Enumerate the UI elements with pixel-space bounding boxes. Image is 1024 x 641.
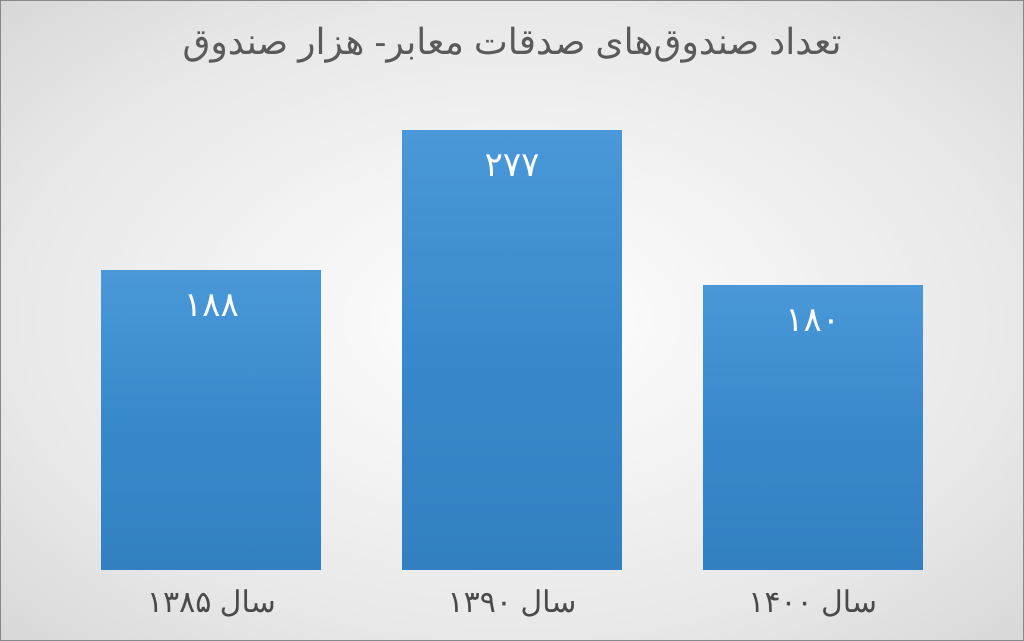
bar-0: ۱۸۸ — [101, 270, 321, 570]
bar-label-2: سال ۱۴۰۰ — [703, 585, 923, 620]
bar-value-2: ۱۸۰ — [785, 300, 840, 340]
bar-label-0: سال ۱۳۸۵ — [101, 585, 321, 620]
bar-wrapper-1: ۲۷۷ — [402, 130, 622, 570]
bar-2: ۱۸۰ — [703, 285, 923, 570]
plot-area: ۱۸۸ ۲۷۷ ۱۸۰ — [1, 73, 1023, 570]
chart-title: تعداد صندوق‌های صدقات معابر- هزار صندوق — [1, 21, 1023, 63]
bar-wrapper-2: ۱۸۰ — [703, 285, 923, 570]
bar-label-1: سال ۱۳۹۰ — [402, 585, 622, 620]
bar-wrapper-0: ۱۸۸ — [101, 270, 321, 570]
labels-row: سال ۱۳۸۵ سال ۱۳۹۰ سال ۱۴۰۰ — [1, 570, 1023, 640]
chart-container: تعداد صندوق‌های صدقات معابر- هزار صندوق … — [0, 0, 1024, 641]
bar-1: ۲۷۷ — [402, 130, 622, 570]
bar-value-1: ۲۷۷ — [485, 145, 540, 185]
bar-value-0: ۱۸۸ — [184, 285, 239, 325]
